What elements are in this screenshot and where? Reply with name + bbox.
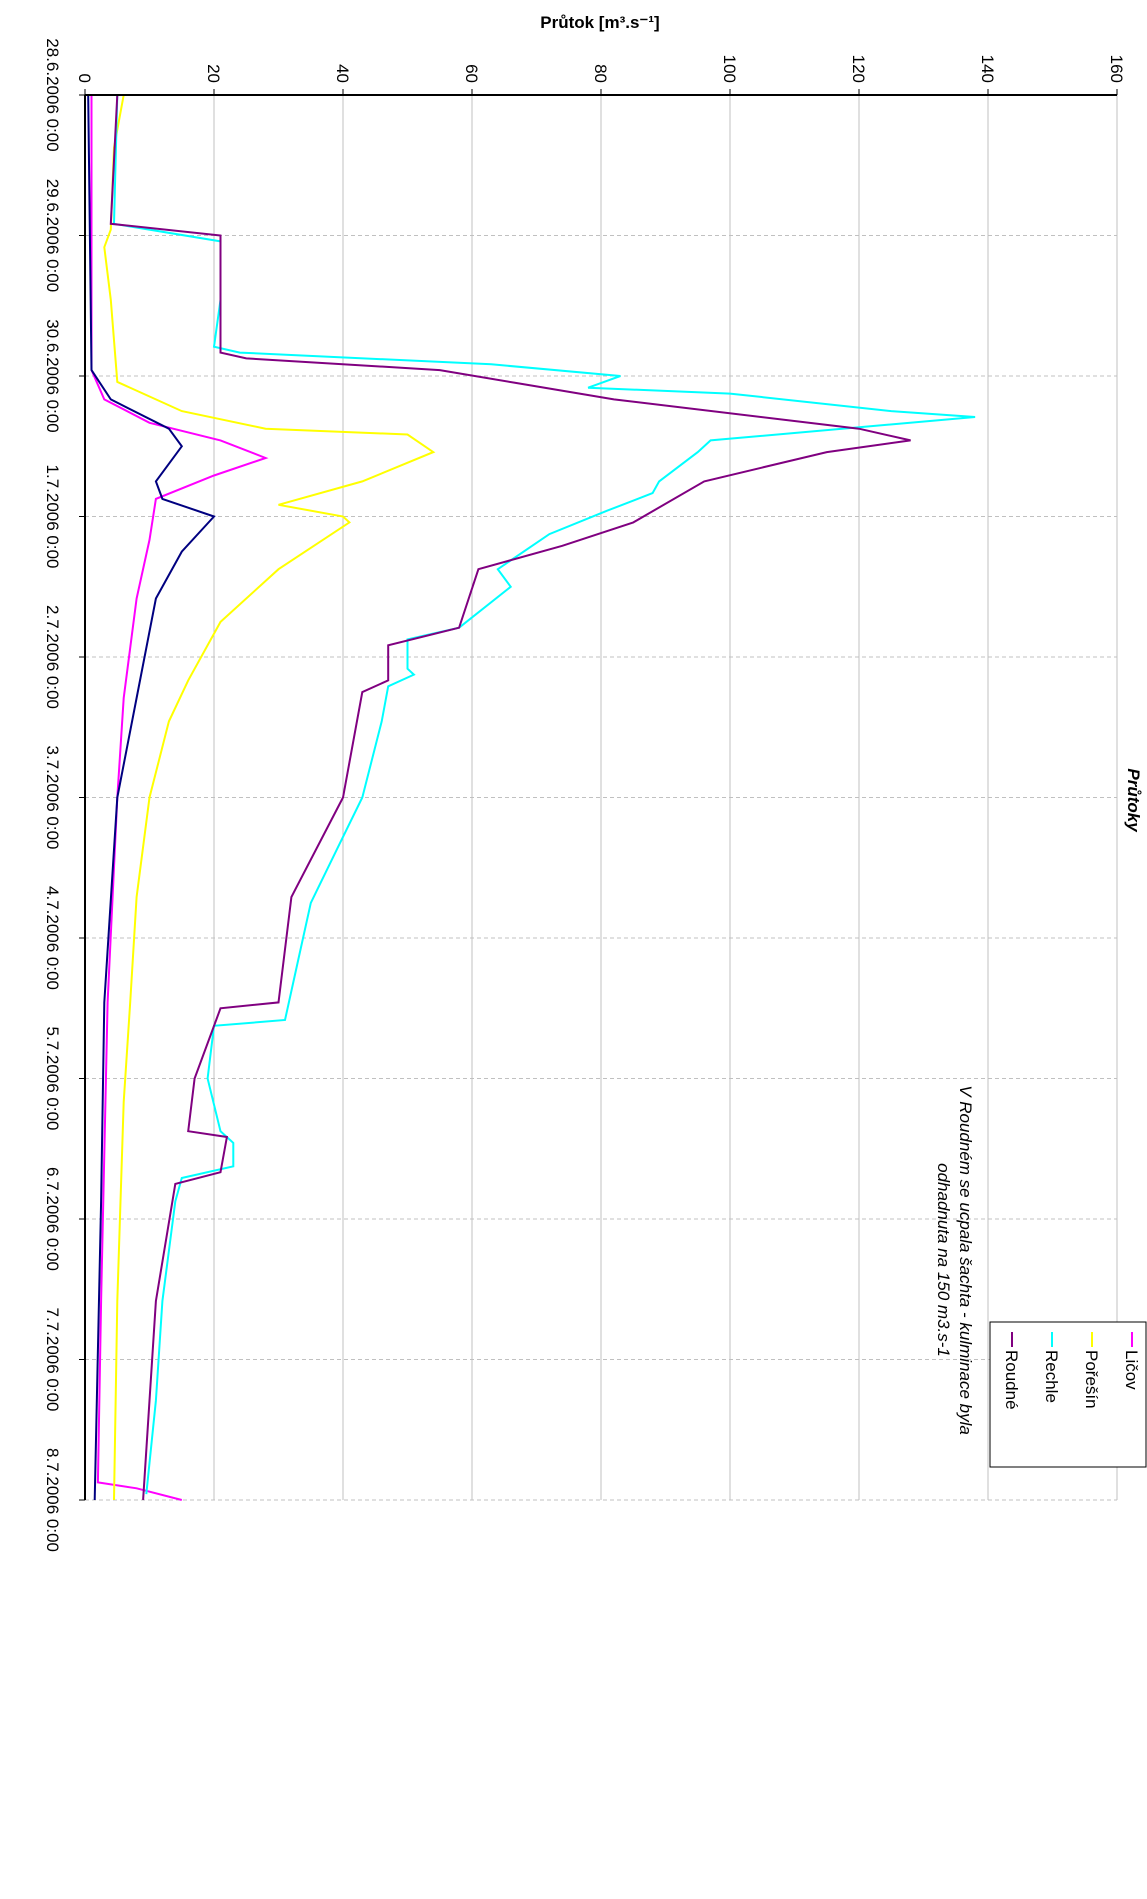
y-axis-label: Průtok [m³.s⁻¹] xyxy=(540,13,659,32)
x-tick-label: 1.7.2006 0:00 xyxy=(43,465,62,569)
y-tick-label: 160 xyxy=(1107,55,1126,83)
legend-label: Roudné xyxy=(1002,1350,1021,1410)
y-tick-label: 40 xyxy=(333,64,352,83)
series-line xyxy=(109,94,911,1501)
chart-title: Průtoky xyxy=(1124,768,1143,833)
y-tick-label: 80 xyxy=(591,64,610,83)
x-tick-label: 30.6.2006 0:00 xyxy=(43,319,62,432)
x-tick-label: 28.6.2006 0:00 xyxy=(43,38,62,151)
y-tick-label: 20 xyxy=(204,64,223,83)
y-tick-label: 60 xyxy=(462,64,481,83)
legend-label: Pořešín xyxy=(1082,1350,1101,1409)
legend-box xyxy=(989,1321,1147,1468)
series-line xyxy=(103,94,436,1501)
annotation: odhadnuta na 150 m3.s-1 xyxy=(934,1163,953,1357)
x-tick-label: 8.7.2006 0:00 xyxy=(43,1448,62,1552)
x-tick-label: 6.7.2006 0:00 xyxy=(43,1167,62,1271)
y-tick-label: 0 xyxy=(75,74,94,83)
y-tick-label: 140 xyxy=(978,55,997,83)
x-tick-label: 2.7.2006 0:00 xyxy=(43,605,62,709)
legend-label: Rechle xyxy=(1042,1350,1061,1403)
x-tick-label: 5.7.2006 0:00 xyxy=(43,1027,62,1131)
legend-label: Ličov xyxy=(1122,1350,1141,1390)
x-tick-label: 3.7.2006 0:00 xyxy=(43,746,62,850)
series-line xyxy=(112,94,976,1495)
x-tick-label: 7.7.2006 0:00 xyxy=(43,1308,62,1412)
annotation: V Roudném se ucpala šachta - kulminace b… xyxy=(956,1085,975,1435)
x-tick-label: 29.6.2006 0:00 xyxy=(43,179,62,292)
series-line xyxy=(90,95,269,1501)
series-line xyxy=(87,94,216,1501)
y-tick-label: 100 xyxy=(720,55,739,83)
y-tick-label: 120 xyxy=(849,55,868,83)
x-tick-label: 4.7.2006 0:00 xyxy=(43,886,62,990)
